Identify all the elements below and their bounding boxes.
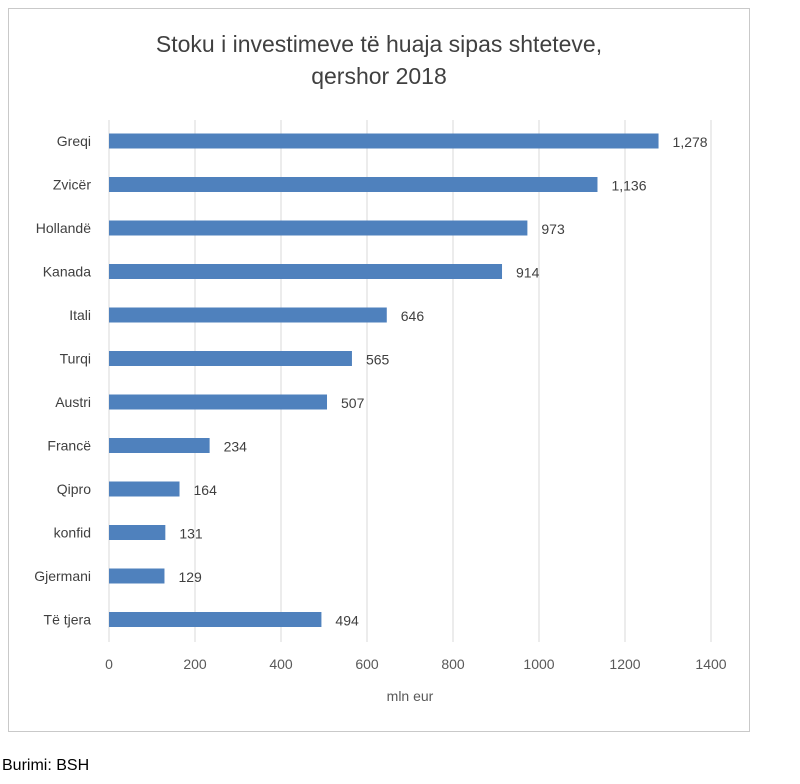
data-label: 131 (179, 526, 203, 542)
category-label: Gjermani (34, 568, 91, 584)
x-axis-title: mln eur (387, 688, 434, 704)
chart-frame (8, 8, 750, 732)
data-label: 646 (401, 308, 425, 324)
x-tick-label: 1000 (523, 656, 554, 672)
chart-title-line-1: Stoku i investimeve të huaja sipas shtet… (155, 31, 603, 57)
category-label: Hollandë (36, 220, 91, 236)
data-label: 129 (178, 569, 202, 585)
data-label: 164 (194, 482, 218, 498)
data-label: 234 (224, 439, 248, 455)
x-tick-label: 200 (183, 656, 207, 672)
bar (109, 568, 165, 584)
data-label: 973 (541, 221, 565, 237)
x-tick-label: 1400 (695, 656, 726, 672)
labels: 0 200 400 600 800 1000 1200 1400 Greqi 1,278 Zvicë… (34, 133, 727, 672)
gridlines (108, 120, 712, 642)
category-label: Francë (47, 438, 91, 454)
category-label: Zvicër (53, 177, 91, 193)
category-label: Të tjera (44, 612, 92, 628)
x-tick-label: 800 (441, 656, 465, 672)
source-note: Burimi: BSH (2, 757, 90, 774)
category-label: Austri (55, 394, 91, 410)
bar (109, 307, 387, 323)
x-tick-label: 600 (355, 656, 379, 672)
x-tick-label: 1200 (609, 656, 640, 672)
bar (109, 525, 166, 540)
bars (109, 133, 659, 627)
data-label: 1,278 (673, 134, 708, 150)
chart-title: Stoku i investimeve të huaja sipas shtet… (8, 28, 750, 92)
category-label: Turqi (60, 351, 91, 367)
data-label: 1,136 (611, 178, 646, 194)
bar (109, 177, 598, 192)
bar (109, 438, 210, 453)
category-label: Itali (69, 307, 91, 323)
data-label: 494 (335, 613, 359, 629)
category-label: Qipro (57, 481, 91, 497)
data-label: 914 (516, 265, 540, 281)
category-label: Greqi (57, 133, 91, 149)
chart-title-line-2: qershor 2018 (311, 63, 447, 89)
data-label: 507 (341, 395, 365, 411)
bar (109, 481, 180, 497)
category-label: Kanada (43, 264, 91, 280)
bar (109, 351, 352, 366)
data-label: 565 (366, 352, 390, 368)
bar (109, 264, 503, 279)
bar (109, 220, 528, 236)
bar (109, 133, 659, 149)
x-tick-label: 0 (105, 656, 113, 672)
bar (109, 612, 322, 627)
category-label: konfid (54, 525, 91, 541)
x-tick-label: 400 (269, 656, 293, 672)
bar (109, 394, 328, 410)
